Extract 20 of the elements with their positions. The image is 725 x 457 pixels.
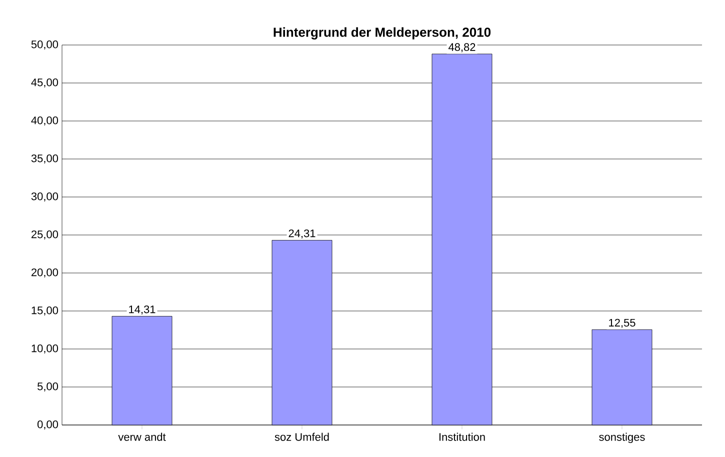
data-label: 12,55 — [609, 318, 636, 328]
x-tick-label: verw andt — [118, 432, 166, 441]
data-label: 24,31 — [288, 229, 316, 239]
y-tick-label: 30,00 — [31, 192, 58, 202]
data-label: 14,31 — [129, 305, 156, 315]
x-tick-label: soz Umfeld — [274, 432, 329, 441]
y-tick-label: 45,00 — [31, 78, 58, 88]
y-tick-label: 40,00 — [31, 116, 58, 126]
y-tick-label: 5,00 — [38, 382, 58, 392]
y-tick-label: 35,00 — [31, 154, 58, 164]
y-tick-label: 15,00 — [32, 306, 58, 316]
data-label: 48,82 — [448, 43, 476, 52]
y-tick-label: 10,00 — [32, 344, 58, 354]
x-tick-label: sonstiges — [599, 432, 645, 444]
x-tick-label: Institution — [439, 432, 485, 441]
y-tick-label: 50,00 — [31, 40, 58, 50]
y-tick-label: 0,00 — [37, 420, 58, 430]
y-tick-label: 20,00 — [32, 268, 58, 278]
y-tick-label: 25,00 — [32, 230, 58, 240]
chart-title: Hintergrund der Meldeperson, 2010 — [274, 27, 491, 40]
